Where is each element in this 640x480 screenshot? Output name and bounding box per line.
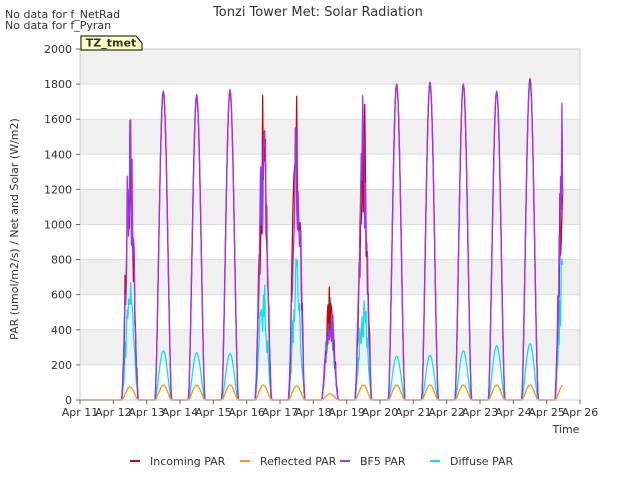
x-tick-label: Apr 11 (62, 406, 99, 419)
x-tick-label: Apr 23 (462, 406, 499, 419)
chart-title: Tonzi Tower Met: Solar Radiation (212, 5, 423, 20)
legend-label: Incoming PAR (150, 455, 226, 468)
x-tick-label: Apr 21 (395, 406, 432, 419)
legend: Incoming PAR Reflected PAR BF5 PAR Diffuse … (130, 455, 514, 468)
y-tick-label: 1400 (44, 148, 72, 161)
y-tick-label: 2000 (44, 43, 72, 56)
legend-label: Reflected PAR (260, 455, 337, 468)
grid-band (80, 119, 580, 155)
x-tick-label: Apr 17 (262, 406, 299, 419)
y-tick-label: 800 (51, 254, 72, 267)
legend-label: Diffuse PAR (450, 455, 514, 468)
y-tick-label: 400 (51, 324, 72, 337)
x-axis-label: Time (552, 423, 580, 436)
no-data-note-pyran: No data for f_Pyran (5, 19, 111, 32)
x-tick-label: Apr 18 (295, 406, 332, 419)
x-tick-label: Apr 20 (362, 406, 399, 419)
x-tick-label: Apr 26 (562, 406, 599, 419)
site-badge: TZ_tmet (80, 35, 143, 51)
site-badge-box (80, 35, 143, 51)
y-tick-label: 0 (65, 394, 72, 407)
y-tick-label: 200 (51, 359, 72, 372)
x-tick-label: Apr 25 (528, 406, 565, 419)
x-tick-label: Apr 13 (128, 406, 165, 419)
x-tick-label: Apr 24 (495, 406, 532, 419)
x-tick-label: Apr 22 (428, 406, 465, 419)
y-tick-label: 600 (51, 289, 72, 302)
x-tick-label: Apr 19 (328, 406, 365, 419)
x-tick-label: Apr 15 (195, 406, 232, 419)
legend-label: BF5 PAR (360, 455, 406, 468)
y-axis-label: PAR (umol/m2/s) / Net and Solar (W/m2) (8, 118, 21, 340)
grid-band (80, 49, 580, 85)
y-tick-label: 1000 (44, 219, 72, 232)
x-tick-label: Apr 12 (95, 406, 132, 419)
grid-band (80, 259, 580, 295)
axes: 0 200 400 600 800 1000 1200 1400 1600 1800 2000 Apr… (44, 43, 598, 419)
y-tick-label: 1200 (44, 183, 72, 196)
y-tick-label: 1600 (44, 113, 72, 126)
y-tick-label: 1800 (44, 78, 72, 91)
no-data-note-netrad: No data for f_NetRad (5, 8, 120, 21)
site-badge-label: TZ_tmet (86, 37, 136, 50)
grid-band (80, 189, 580, 225)
x-tick-label: Apr 16 (228, 406, 265, 419)
x-tick-label: Apr 14 (162, 406, 199, 419)
